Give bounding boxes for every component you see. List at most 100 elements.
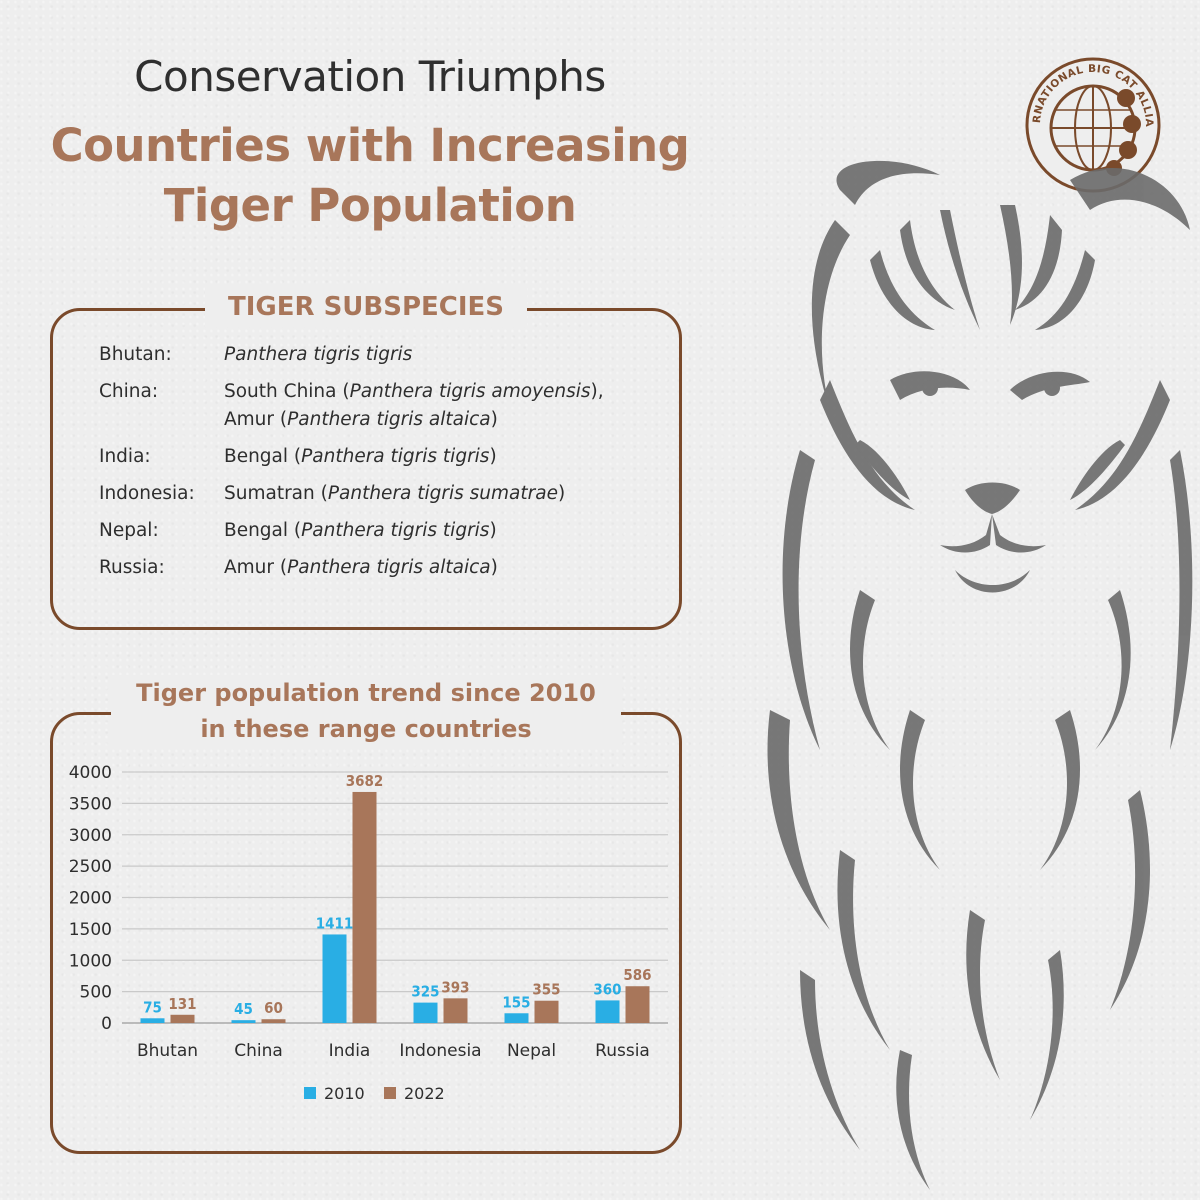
subspecies-country: Russia: <box>99 557 165 578</box>
subspecies-country: Indonesia: <box>99 483 195 504</box>
data-label-2010: 75 <box>143 998 162 1016</box>
y-tick-label: 0 <box>101 1014 112 1034</box>
data-label-2010: 155 <box>502 993 530 1011</box>
subspecies-name-line: Bengal (Panthera tigris tigris) <box>224 443 664 471</box>
closing-punct: ) <box>489 520 497 541</box>
legend-label: 2010 <box>324 1084 365 1103</box>
subspecies-country: China: <box>99 381 159 402</box>
data-label-2010: 1411 <box>316 914 354 932</box>
closing-punct: ) <box>490 409 498 430</box>
closing-punct: ) <box>489 446 497 467</box>
bar-2022 <box>534 1000 559 1023</box>
subspecies-list: Bhutan: Panthera tigris tigris China: South… <box>99 341 664 591</box>
y-tick-label: 2500 <box>69 857 112 877</box>
common-name: South China ( <box>224 381 350 402</box>
bar-2010 <box>231 1020 256 1023</box>
closing-punct: ) <box>557 483 566 504</box>
bar-2010 <box>322 934 347 1023</box>
bar-2022 <box>443 998 468 1023</box>
x-tick-label: Russia <box>595 1041 650 1061</box>
title-main: Countries with Increasing Tiger Populati… <box>0 116 740 236</box>
subspecies-name-line: South China (Panthera tigris amoyensis), <box>224 378 664 406</box>
closing-punct: ) <box>490 557 498 578</box>
y-tick-label: 3000 <box>69 826 112 846</box>
common-name: Sumatran ( <box>224 483 328 504</box>
data-label-2010: 325 <box>411 983 439 1001</box>
subspecies-row: Bhutan: Panthera tigris tigris <box>99 341 664 369</box>
bar-2022 <box>352 791 377 1023</box>
common-name: Bengal ( <box>224 446 302 467</box>
y-tick-label: 500 <box>80 983 112 1003</box>
subspecies-row: China: South China (Panthera tigris amoye… <box>99 378 664 434</box>
closing-punct: ), <box>590 381 604 402</box>
bar-2010 <box>413 1002 438 1023</box>
subspecies-row: Russia: Amur (Panthera tigris altaica) <box>99 554 664 582</box>
bar-2010 <box>140 1018 165 1023</box>
x-tick-label: China <box>234 1041 283 1061</box>
subspecies-name: Panthera tigris tigris <box>224 341 664 369</box>
scientific-name: Panthera tigris altaica <box>287 557 491 578</box>
subspecies-name: Bengal (Panthera tigris tigris) <box>224 517 664 545</box>
subspecies-row: India: Bengal (Panthera tigris tigris) <box>99 443 664 471</box>
scientific-name: Panthera tigris altaica <box>287 409 491 430</box>
subspecies-name-line: Panthera tigris tigris <box>224 341 664 369</box>
chart-heading-line-2: in these range countries <box>200 715 532 743</box>
subspecies-name-line: Bengal (Panthera tigris tigris) <box>224 517 664 545</box>
x-tick-label: Bhutan <box>137 1041 198 1061</box>
subspecies-name: Amur (Panthera tigris altaica) <box>224 554 664 582</box>
x-tick-label: Indonesia <box>399 1041 481 1061</box>
scientific-name: Panthera tigris tigris <box>301 446 490 467</box>
subspecies-country: Bhutan: <box>99 344 172 365</box>
bar-2022 <box>170 1014 195 1023</box>
bar-2022 <box>625 986 650 1023</box>
legend-label: 2022 <box>404 1084 445 1103</box>
y-tick-label: 2000 <box>69 889 112 909</box>
subspecies-name: Sumatran (Panthera tigris sumatrae) <box>224 480 664 508</box>
title-line-3: Tiger Population <box>163 179 577 232</box>
legend-swatch-2010 <box>304 1087 316 1099</box>
data-label-2022: 3682 <box>346 772 384 790</box>
y-tick-label: 1000 <box>69 951 112 971</box>
subspecies-box: TIGER SUBSPECIES Bhutan: Panthera tigris … <box>50 287 682 630</box>
scientific-name: Panthera tigris amoyensis <box>349 381 591 402</box>
scientific-name: Panthera tigris tigris <box>301 520 490 541</box>
common-name: Bengal ( <box>224 520 302 541</box>
data-label-2022: 393 <box>441 978 469 996</box>
data-label-2022: 586 <box>623 966 651 984</box>
data-label-2022: 60 <box>264 999 283 1017</box>
scientific-name: Panthera tigris tigris <box>224 344 413 365</box>
data-label-2010: 360 <box>593 980 621 998</box>
bar-2010 <box>595 1000 620 1023</box>
legend-swatch-2022 <box>384 1087 396 1099</box>
y-tick-label: 4000 <box>69 763 112 783</box>
subspecies-name-line: Sumatran (Panthera tigris sumatrae) <box>224 480 664 508</box>
data-label-2022: 355 <box>532 981 560 999</box>
subspecies-name: South China (Panthera tigris amoyensis),… <box>224 378 664 434</box>
subspecies-row: Indonesia: Sumatran (Panthera tigris suma… <box>99 480 664 508</box>
data-label-2022: 131 <box>168 995 196 1013</box>
chart-box: Tiger population trend since 2010 in the… <box>50 675 682 1154</box>
bar-2022 <box>261 1019 286 1023</box>
subspecies-country: Nepal: <box>99 520 159 541</box>
subspecies-country: India: <box>99 446 151 467</box>
common-name: Amur ( <box>224 409 288 430</box>
subspecies-heading: TIGER SUBSPECIES <box>205 287 527 327</box>
common-name: Amur ( <box>224 557 288 578</box>
title-line-1: Conservation Triumphs <box>134 52 606 101</box>
subspecies-name-line: Amur (Panthera tigris altaica) <box>224 406 664 434</box>
title-line-2: Countries with Increasing <box>50 119 690 172</box>
chart-heading-line-1: Tiger population trend since 2010 <box>136 679 596 707</box>
chart-heading: Tiger population trend since 2010 in the… <box>111 675 621 747</box>
x-tick-label: Nepal <box>507 1041 556 1061</box>
big-cat-alliance-logo: INTERNATIONAL BIG CAT ALLIANCE <box>1018 50 1161 193</box>
scientific-name: Panthera tigris sumatrae <box>327 483 558 504</box>
y-tick-label: 1500 <box>69 920 112 940</box>
y-tick-label: 3500 <box>69 794 112 814</box>
subspecies-row: Nepal: Bengal (Panthera tigris tigris) <box>99 517 664 545</box>
x-tick-label: India <box>329 1041 371 1061</box>
subspecies-name: Bengal (Panthera tigris tigris) <box>224 443 664 471</box>
data-label-2010: 45 <box>234 1000 253 1018</box>
subspecies-name-line: Amur (Panthera tigris altaica) <box>224 554 664 582</box>
bar-2010 <box>504 1013 529 1023</box>
